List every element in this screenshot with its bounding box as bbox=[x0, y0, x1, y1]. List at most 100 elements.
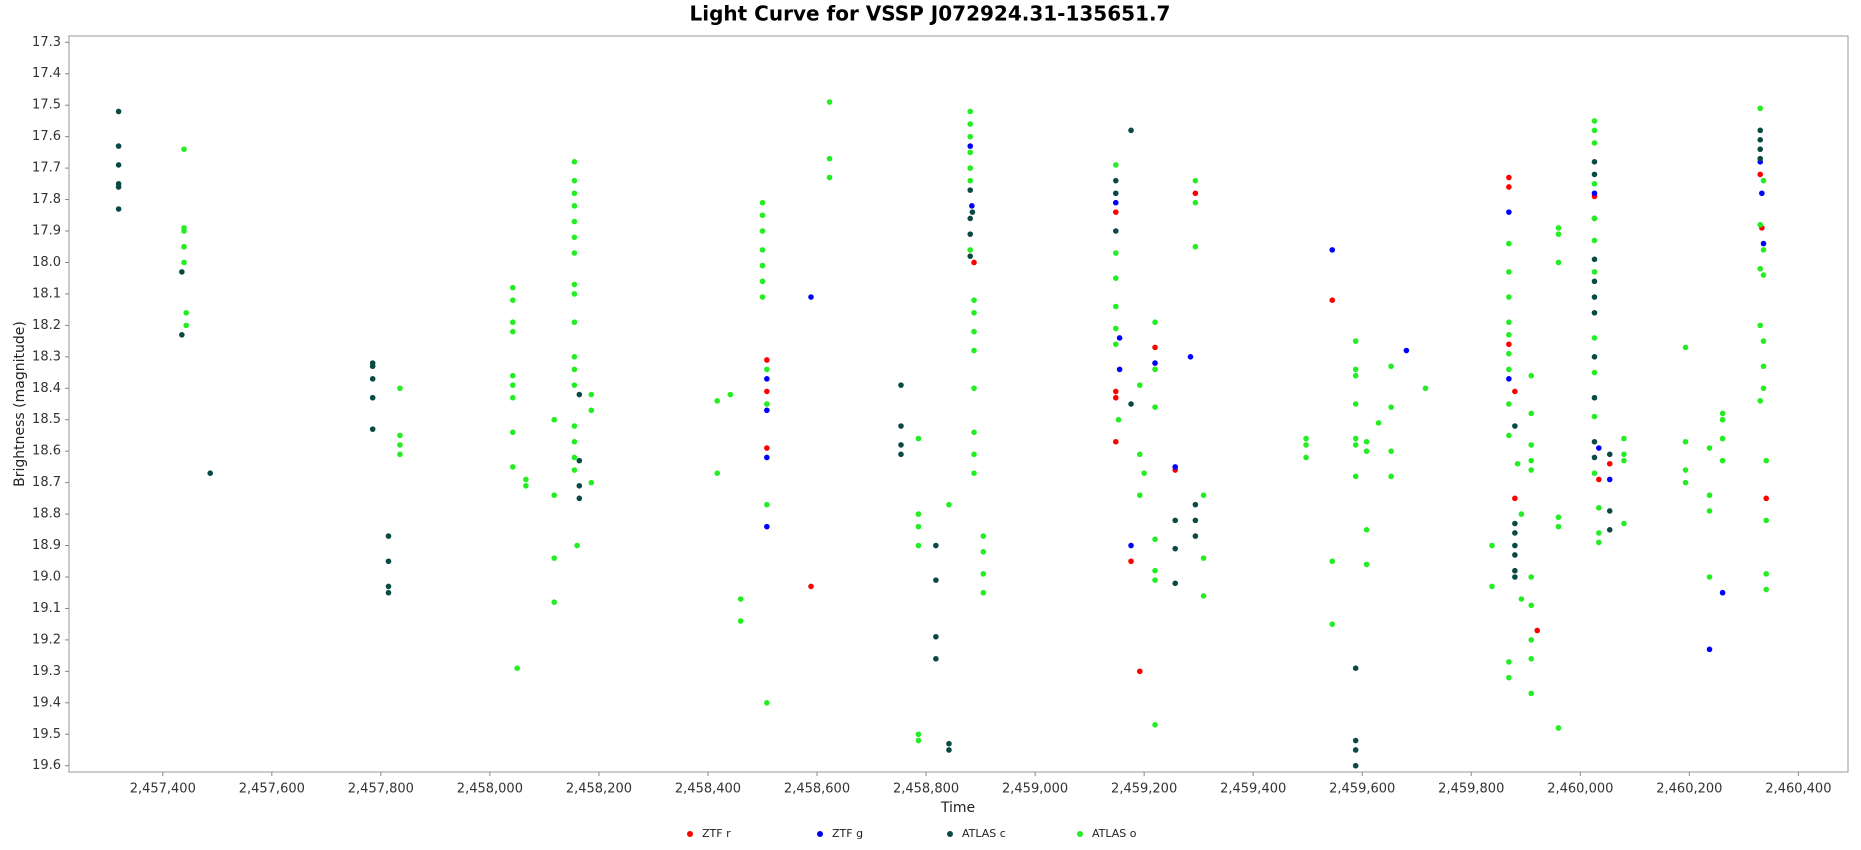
data-point bbox=[759, 262, 766, 269]
data-point bbox=[1112, 438, 1119, 445]
data-point bbox=[1152, 366, 1158, 373]
y-tick-label: 17.5 bbox=[32, 98, 61, 113]
x-tick-label: 2,459,000 bbox=[1002, 782, 1068, 797]
data-point bbox=[509, 319, 516, 326]
data-point bbox=[1136, 668, 1143, 675]
data-point bbox=[1352, 442, 1359, 448]
data-point bbox=[1512, 423, 1518, 429]
data-point bbox=[1506, 366, 1512, 373]
data-point bbox=[1152, 360, 1158, 366]
data-point bbox=[1152, 722, 1158, 728]
data-point bbox=[1329, 621, 1336, 627]
data-point bbox=[1112, 250, 1119, 256]
data-point bbox=[1759, 190, 1765, 197]
data-point bbox=[1403, 347, 1410, 354]
data-point bbox=[1329, 297, 1336, 304]
data-point bbox=[571, 423, 578, 429]
y-tick-label: 17.4 bbox=[32, 66, 61, 81]
data-point bbox=[576, 457, 583, 464]
data-point bbox=[808, 294, 814, 300]
data-point bbox=[385, 558, 392, 565]
plot-area bbox=[68, 35, 1849, 773]
data-point bbox=[898, 451, 904, 458]
data-point bbox=[764, 501, 770, 508]
data-point bbox=[1112, 177, 1119, 184]
data-point bbox=[397, 385, 403, 392]
y-tick-label: 18.7 bbox=[32, 475, 61, 490]
data-point bbox=[971, 259, 977, 266]
data-point bbox=[1506, 659, 1512, 665]
y-tick-label: 19.6 bbox=[32, 758, 61, 773]
data-point bbox=[369, 394, 376, 401]
data-point bbox=[509, 382, 516, 388]
data-point bbox=[1152, 319, 1158, 326]
data-point bbox=[1375, 420, 1382, 426]
data-point bbox=[1591, 470, 1598, 476]
data-point bbox=[915, 523, 922, 530]
data-point bbox=[1388, 404, 1394, 410]
x-tick-label: 2,458,800 bbox=[893, 782, 959, 797]
data-point bbox=[1192, 517, 1199, 524]
data-point bbox=[571, 291, 578, 297]
data-point bbox=[967, 143, 974, 149]
data-point bbox=[385, 583, 392, 590]
data-point bbox=[1489, 542, 1495, 549]
data-point bbox=[1352, 338, 1359, 344]
data-point bbox=[759, 294, 766, 300]
y-tick-label: 17.7 bbox=[32, 161, 61, 176]
data-point bbox=[1506, 332, 1512, 338]
data-point bbox=[967, 253, 974, 259]
data-point bbox=[1352, 435, 1359, 442]
chart-title: Light Curve for VSSP J072924.31-135651.7 bbox=[690, 2, 1171, 26]
data-point bbox=[1706, 646, 1713, 653]
data-point bbox=[1116, 366, 1123, 373]
data-point bbox=[759, 199, 766, 206]
data-point bbox=[1621, 451, 1627, 458]
data-point bbox=[1757, 136, 1764, 143]
data-point bbox=[1534, 627, 1541, 634]
data-point bbox=[1591, 369, 1598, 376]
data-point bbox=[115, 206, 122, 212]
data-point bbox=[369, 426, 376, 432]
data-point bbox=[1763, 495, 1770, 502]
data-point bbox=[588, 407, 595, 414]
data-point bbox=[764, 445, 770, 451]
x-tick-label: 2,458,000 bbox=[457, 782, 523, 797]
x-tick-label: 2,460,400 bbox=[1765, 782, 1831, 797]
data-point bbox=[1512, 530, 1518, 536]
data-point bbox=[588, 479, 595, 486]
data-point bbox=[1606, 451, 1613, 458]
data-point bbox=[571, 250, 578, 256]
data-point bbox=[1591, 269, 1598, 275]
data-point bbox=[207, 470, 214, 476]
data-point bbox=[571, 234, 578, 241]
data-point bbox=[1621, 457, 1627, 464]
data-point bbox=[1200, 492, 1207, 499]
data-point bbox=[115, 108, 122, 115]
legend-marker bbox=[817, 831, 823, 837]
data-point bbox=[1528, 637, 1535, 643]
data-point bbox=[1763, 457, 1770, 464]
data-point bbox=[1187, 354, 1194, 360]
data-point bbox=[523, 476, 529, 483]
data-point bbox=[509, 328, 516, 335]
data-point bbox=[1112, 394, 1119, 401]
data-point bbox=[759, 278, 766, 285]
data-point bbox=[1706, 492, 1713, 499]
data-point bbox=[1591, 278, 1598, 285]
data-point bbox=[1422, 385, 1429, 392]
data-point bbox=[1506, 674, 1512, 681]
x-tick-label: 2,460,000 bbox=[1547, 782, 1613, 797]
data-point bbox=[1112, 275, 1119, 281]
data-point bbox=[1757, 265, 1764, 272]
data-point bbox=[1606, 460, 1613, 467]
data-point bbox=[1591, 215, 1598, 222]
data-point bbox=[1112, 388, 1119, 395]
y-tick-label: 18.2 bbox=[32, 318, 61, 333]
y-tick-label: 19.1 bbox=[32, 601, 61, 616]
x-tick-label: 2,458,600 bbox=[784, 782, 850, 797]
y-tick-label: 17.8 bbox=[32, 192, 61, 207]
data-point bbox=[1128, 401, 1134, 407]
data-point bbox=[509, 284, 516, 291]
y-tick-label: 18.4 bbox=[32, 381, 61, 396]
